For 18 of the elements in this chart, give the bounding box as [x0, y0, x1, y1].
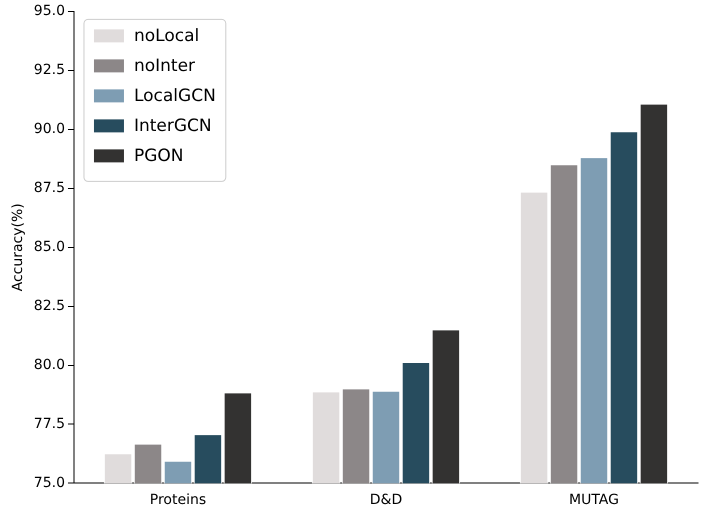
legend-label: LocalGCN — [134, 86, 216, 106]
x-tick-label: MUTAG — [569, 492, 619, 508]
legend-label: noInter — [134, 56, 196, 76]
x-tick-label: Proteins — [150, 492, 206, 508]
y-tick-label: 90.0 — [34, 120, 65, 137]
y-tick-label: 85.0 — [34, 238, 65, 255]
y-tick-label: 95.0 — [34, 3, 65, 20]
legend-label: noLocal — [134, 26, 200, 46]
x-tick-label: D&D — [370, 492, 402, 508]
y-tick-label: 82.5 — [34, 298, 65, 314]
y-tick-label: 80.0 — [34, 356, 65, 373]
y-tick-label: 92.5 — [34, 62, 65, 78]
y-tick-label: 87.5 — [34, 180, 65, 196]
y-axis-title: Accuracy(%) — [10, 203, 26, 292]
y-tick-label: 77.5 — [34, 416, 65, 432]
legend-label: PGON — [134, 146, 184, 166]
y-tick-label: 75.0 — [34, 474, 65, 491]
legend-label: InterGCN — [134, 116, 212, 136]
